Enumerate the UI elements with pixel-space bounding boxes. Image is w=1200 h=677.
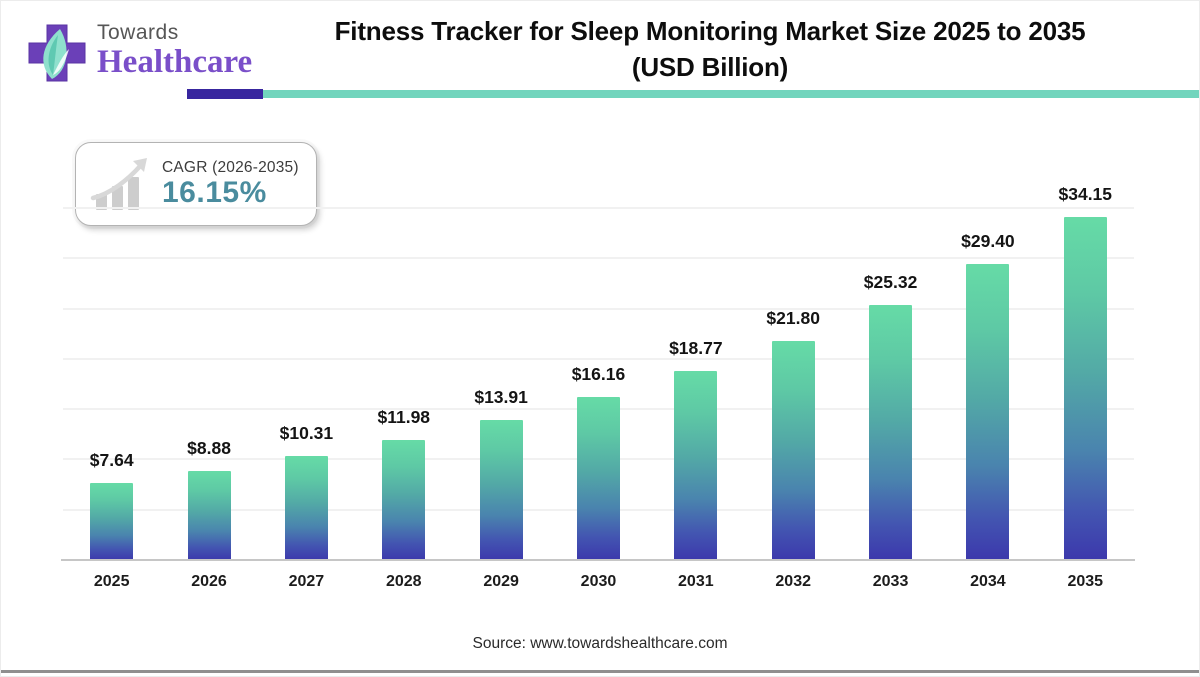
bar-column-2026: $8.88 [160, 208, 257, 560]
bottom-rule [1, 670, 1199, 673]
gridline [63, 357, 1134, 360]
bar-value-label: $8.88 [187, 437, 231, 458]
x-axis-label-2027: 2027 [288, 573, 325, 590]
source-attribution: Source: www.towardshealthcare.com [472, 635, 728, 652]
bar-value-label: $13.91 [474, 387, 528, 408]
bar-column-2028: $11.98 [355, 208, 452, 560]
bar-column-2027: $10.31 [258, 208, 355, 560]
bar-2029 [479, 420, 523, 560]
bar-2035 [1063, 216, 1107, 560]
brand-name-healthcare: Healthcare [97, 44, 253, 80]
bar-value-label: $29.40 [961, 231, 1015, 252]
bar-2028 [382, 439, 426, 560]
x-axis-label-2028: 2028 [385, 573, 422, 590]
x-axis-label-2031: 2031 [678, 573, 714, 590]
bar-2031 [674, 371, 718, 560]
medical-cross-leaf-icon [28, 24, 86, 82]
growth-chart-icon [90, 158, 147, 210]
bar-column-2031: $18.77 [647, 208, 744, 560]
x-axis-label-2029: 2029 [483, 573, 519, 590]
chart-title-line2: (USD Billion) [631, 52, 789, 82]
bar-2034 [966, 264, 1010, 560]
gridline [63, 307, 1134, 310]
bar-value-label: $16.16 [571, 364, 626, 385]
bar-column-2033: $25.32 [842, 208, 939, 560]
x-axis-line [61, 559, 1135, 561]
bar-2026 [187, 470, 231, 560]
x-axis-label-2026: 2026 [191, 573, 227, 590]
x-axis-labels: 2025 2026 2027 2028 2029 2030 2031 2032 2033 2034… [63, 573, 1134, 591]
divider-accent-indigo [187, 89, 263, 99]
bar-column-2030: $16.16 [550, 208, 647, 560]
x-axis-label-2030: 2030 [580, 573, 617, 590]
bar-value-label: $18.77 [669, 338, 723, 359]
bar-value-label: $21.80 [766, 307, 820, 328]
bar-value-label: $7.64 [89, 450, 134, 471]
chart-title: Fitness Tracker for Sleep Monitoring Mar… [231, 13, 1189, 85]
divider-accent-teal [263, 90, 1199, 98]
bar-value-label: $25.32 [863, 272, 918, 293]
bar-column-2035: $34.15 [1037, 184, 1134, 560]
cagr-value: 16.15% [162, 176, 267, 209]
bar-column-2032: $21.80 [745, 208, 842, 560]
brand-text: Towards Healthcare [97, 21, 252, 79]
bars-row: $7.64 $8.88 $10.31 $11.98 $13.91 $16.16 $18.77… [63, 184, 1134, 560]
x-axis-label-2035: 2035 [1067, 573, 1104, 590]
x-axis-label-2034: 2034 [970, 573, 1006, 590]
x-axis-label-2032: 2032 [775, 573, 811, 590]
bar-value-label: $34.15 [1058, 183, 1113, 204]
bar-column-2029: $13.91 [452, 208, 549, 560]
bar-chart-plot: $7.64 $8.88 $10.31 $11.98 $13.91 $16.16 $18.77… [63, 184, 1134, 560]
bar-2033 [869, 305, 913, 560]
bar-2025 [90, 483, 134, 560]
cagr-texts: CAGR (2026-2035) 16.15% [162, 159, 299, 209]
chart-title-line1: Fitness Tracker for Sleep Monitoring Mar… [334, 16, 1086, 46]
bar-column-2025: $7.64 [63, 208, 160, 560]
x-axis-label-2033: 2033 [872, 573, 909, 590]
bar-value-label: $11.98 [377, 406, 431, 427]
bar-column-2034: $29.40 [939, 208, 1036, 560]
brand-name-towards: Towards [97, 21, 179, 44]
gridline [63, 207, 1134, 209]
bar-2030 [576, 397, 620, 560]
x-axis-label-2025: 2025 [93, 573, 130, 590]
bar-2027 [284, 456, 328, 560]
bar-2032 [771, 340, 815, 560]
cagr-badge: CAGR (2026-2035) 16.15% [75, 142, 317, 226]
gridline [63, 257, 1134, 260]
cagr-label: CAGR (2026-2035) [162, 159, 299, 176]
towards-healthcare-logo: Towards Healthcare [19, 13, 252, 91]
bar-value-label: $10.31 [279, 423, 334, 444]
